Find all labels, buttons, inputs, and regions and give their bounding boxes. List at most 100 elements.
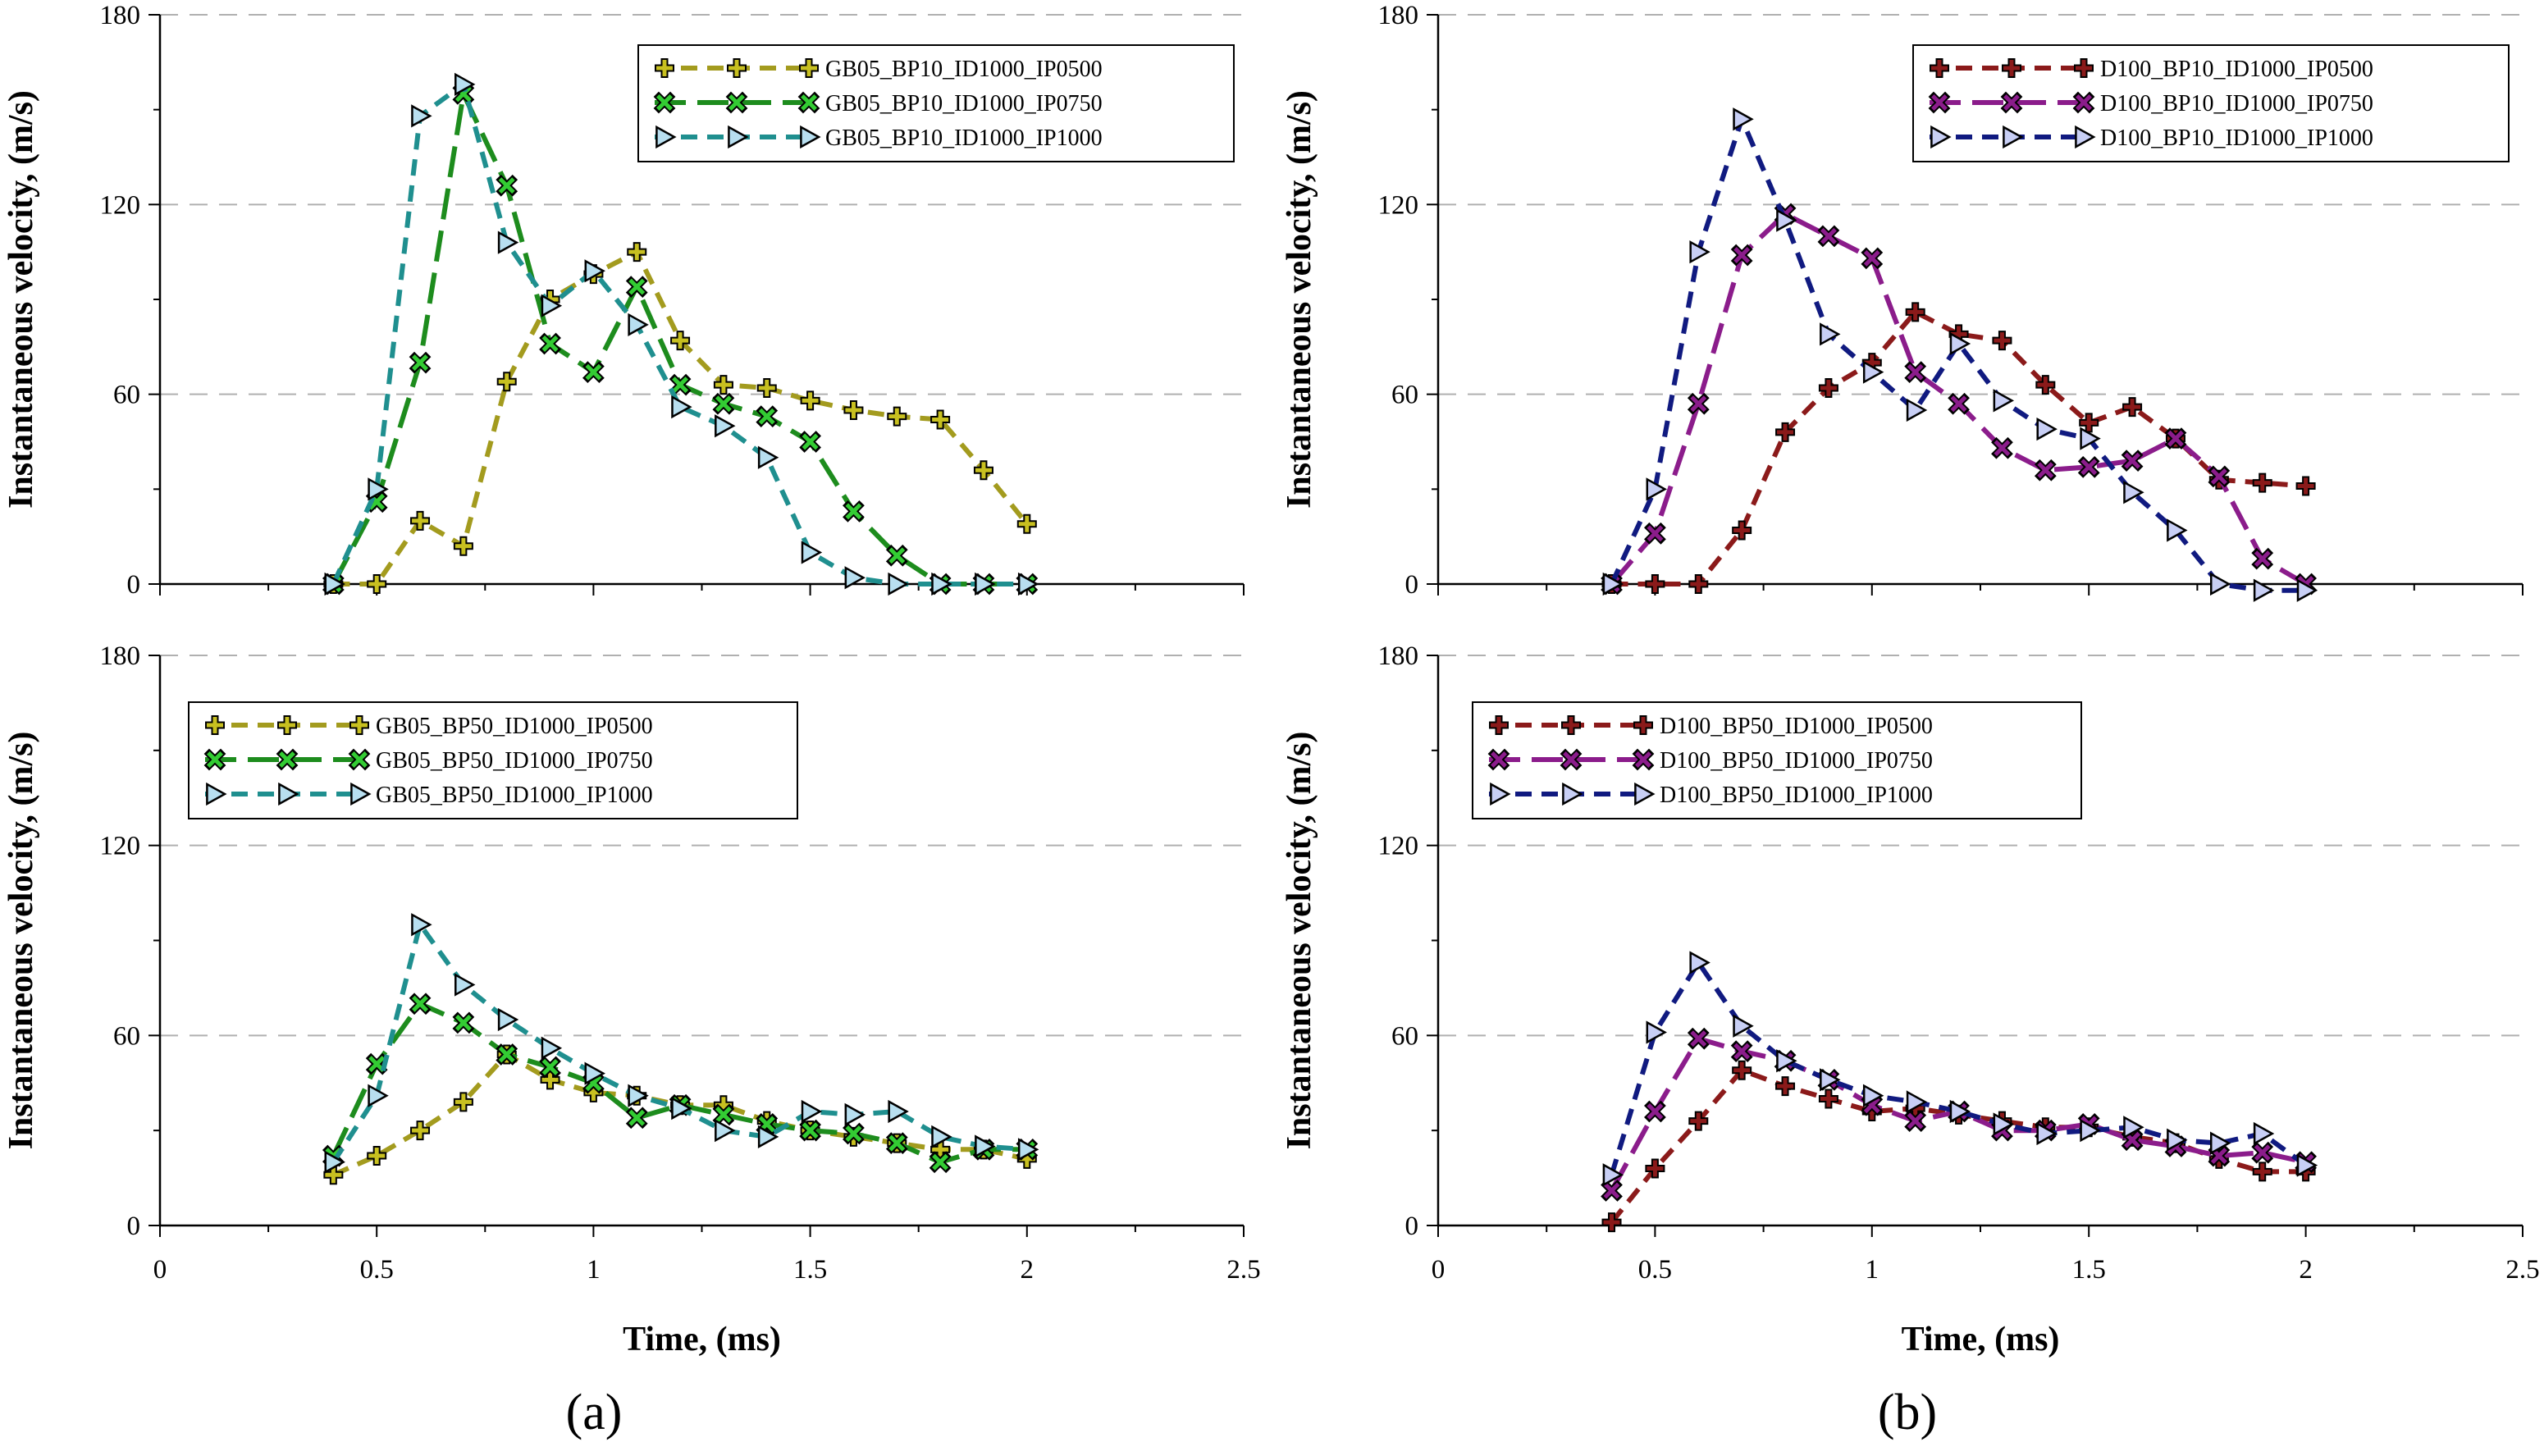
data-point [887,406,907,427]
data-point-fill [585,363,602,381]
legend-marker-shape [350,782,372,806]
legend-marker-shape [2003,125,2024,149]
data-point-shape [801,541,823,564]
data-point-fill [412,512,429,529]
data-point [1904,1110,1927,1132]
data-point [368,477,389,501]
data-point-shape [411,104,432,128]
series-GB05_BP50_ID1000_IP0750 [322,993,1039,1174]
data-point-shape [1906,398,1928,422]
data-point [885,1132,908,1154]
data-point [628,1084,649,1107]
x-tick-label: 1 [587,1255,601,1285]
data-point-fill [1907,363,1924,381]
data-point-shape [757,445,779,469]
legend-marker-fill [801,94,817,111]
legend-marker [205,715,225,735]
y-tick-label: 180 [100,1,141,30]
data-point [1949,1099,1971,1124]
data-point [539,1056,561,1079]
data-point [2167,518,2188,542]
data-point-shape [541,294,563,317]
legend-marker [203,748,226,771]
data-point [1906,1090,1928,1114]
series-line [1609,116,2306,593]
data-point [324,572,345,596]
y-tick-label: 0 [1405,570,1419,600]
series-GB05_BP10_ID1000_IP1000 [324,72,1039,596]
data-point-fill [758,379,775,396]
data-point-shape [888,1099,909,1124]
data-point [1687,1027,1710,1050]
data-point-shape [1602,572,1624,596]
data-point [975,572,996,596]
data-point-fill [715,395,732,413]
data-point-shape [2253,578,2275,602]
legend-marker [1561,715,1581,735]
data-point-fill [975,462,992,479]
data-point [1904,361,1927,384]
data-point [1601,1212,1622,1233]
data-point-shape [584,259,605,283]
data-point [368,1084,389,1107]
data-point-fill [2124,399,2141,416]
legend-marker [725,91,748,114]
legend-marker [728,125,749,149]
data-point [2036,1121,2058,1146]
y-axis-title: Instantaneous velocity, (m/s) [2,90,40,509]
data-point-shape [1862,1084,1884,1107]
data-point-fill [541,1058,559,1075]
data-point-fill [628,278,646,295]
data-point-fill [498,177,515,194]
y-tick-label: 180 [100,641,141,671]
legend-marker [1487,748,1510,771]
series-line [331,922,1028,1164]
data-point-fill [1690,1030,1707,1047]
legend-marker-fill [1491,717,1507,733]
data-point-shape [324,1150,345,1174]
data-point-shape [1993,1112,2015,1136]
legend-marker-fill [1491,751,1507,768]
data-point [1732,1060,1752,1080]
data-point [2123,1116,2144,1139]
data-point [496,174,518,197]
data-point [712,1103,735,1126]
legend-marker [800,125,821,149]
data-point [540,1070,560,1090]
data-point [756,377,777,398]
data-point-fill [845,503,862,520]
legend-marker-fill [351,751,368,768]
data-point [844,566,866,590]
data-point-shape [1776,1049,1797,1073]
data-point [975,1134,996,1158]
data-point [931,1125,952,1149]
data-point-shape [888,572,909,596]
data-point [1861,247,1884,270]
legend-entry: GB05_BP10_ID1000_IP0750 [825,91,1103,116]
data-point [1602,572,1624,596]
data-point-shape [844,1102,866,1126]
data-point-fill [1690,576,1707,592]
legend: D100_BP10_ID1000_IP0500 D100_BP10_ID1000_… [1912,44,2510,162]
data-point-fill [2080,414,2098,431]
data-point [1645,574,1665,594]
data-point-shape [454,973,476,997]
data-point-shape [671,395,692,419]
data-point-shape [1906,1090,1928,1114]
data-point-shape [2253,1121,2275,1146]
legend-marker [727,58,747,78]
data-point [2034,459,2057,482]
data-point [800,390,820,411]
legend-marker-fill [801,60,817,76]
data-point [1906,398,1928,422]
data-point-shape [1733,1014,1754,1038]
data-point-fill [2037,377,2054,394]
data-point [801,1099,823,1124]
data-point-fill [1820,379,1837,396]
legend-marker-shape [206,782,227,806]
data-point [625,1107,648,1130]
data-point [2079,413,2099,433]
data-point-shape [757,1125,779,1149]
data-point-fill [454,1093,472,1111]
data-point-fill [715,1106,732,1123]
